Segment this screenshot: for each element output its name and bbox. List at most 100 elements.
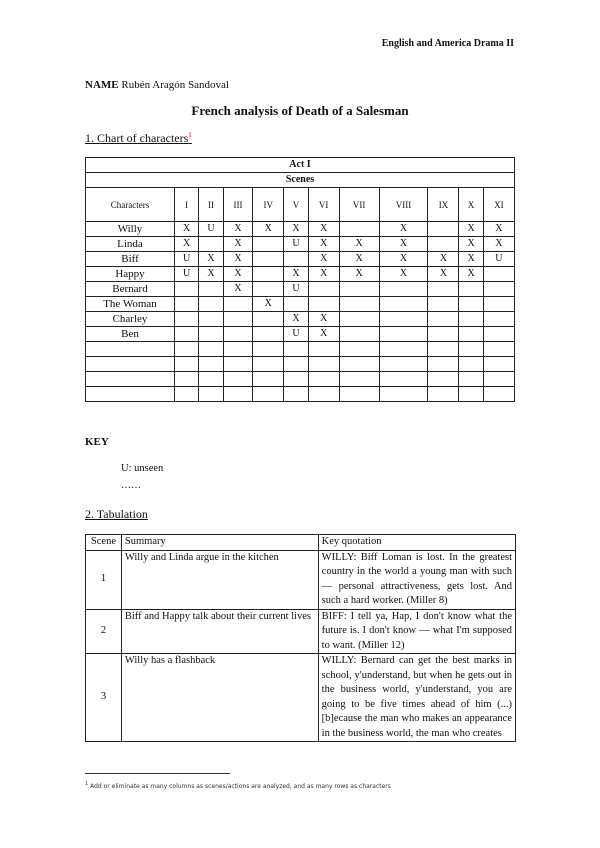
presence-cell <box>252 356 285 372</box>
presence-cell: X <box>252 296 285 312</box>
presence-cell: U <box>198 221 224 237</box>
scene-header: XI <box>482 187 516 222</box>
scene-summary: Biff and Happy talk about their current … <box>120 608 319 654</box>
scene-header: I <box>173 187 200 222</box>
presence-cell <box>482 341 516 357</box>
presence-cell <box>427 221 460 237</box>
table-row: 1 Willy and Linda argue in the kitchen W… <box>85 549 517 610</box>
presence-cell <box>198 311 224 327</box>
presence-cell <box>283 341 309 357</box>
scene-header: IV <box>252 187 285 222</box>
presence-cell: X <box>427 266 460 282</box>
presence-cell: U <box>482 251 516 267</box>
footnote-reference[interactable]: 1 <box>188 131 192 139</box>
presence-cell <box>173 281 200 297</box>
presence-cell: X <box>307 326 340 342</box>
presence-cell <box>198 281 224 297</box>
presence-cell <box>338 341 380 357</box>
presence-cell <box>198 371 224 387</box>
presence-cell: U <box>173 266 200 282</box>
presence-cell: X <box>307 311 340 327</box>
presence-cell <box>252 386 285 402</box>
character-row: The Woman X <box>85 296 516 312</box>
presence-cell <box>378 281 429 297</box>
presence-cell <box>458 281 484 297</box>
section-2-heading: 2. Tabulation <box>85 507 148 521</box>
scene-number: 2 <box>85 608 122 654</box>
presence-cell <box>482 266 516 282</box>
presence-cell: X <box>458 221 484 237</box>
character-name: Happy <box>85 266 175 282</box>
section-1-heading: 1. Chart of characters1 <box>85 131 192 146</box>
characters-header: Characters <box>85 187 175 222</box>
presence-cell: X <box>378 251 429 267</box>
presence-cell <box>458 341 484 357</box>
scene-header: X <box>458 187 484 222</box>
act-row: Act I <box>85 157 515 173</box>
section-1-heading-text: 1. Chart of characters <box>85 131 189 145</box>
presence-cell <box>198 296 224 312</box>
presence-cell <box>283 251 309 267</box>
presence-cell: X <box>222 281 254 297</box>
presence-cell <box>222 386 254 402</box>
presence-cell <box>173 326 200 342</box>
presence-cell <box>458 386 484 402</box>
scene-header: III <box>222 187 254 222</box>
key-item: …… <box>121 480 141 491</box>
presence-cell <box>378 296 429 312</box>
presence-cell: X <box>252 221 285 237</box>
presence-cell <box>458 296 484 312</box>
presence-cell <box>338 281 380 297</box>
character-row: Ben U X <box>85 326 516 342</box>
presence-cell <box>252 236 285 252</box>
scenes-row: Scenes <box>85 172 515 188</box>
presence-cell <box>252 371 285 387</box>
presence-cell <box>222 356 254 372</box>
scene-header: VIII <box>378 187 429 222</box>
scene-number: 1 <box>85 549 122 610</box>
presence-cell: U <box>283 326 309 342</box>
presence-cell: X <box>173 221 200 237</box>
name-value: Rubén Aragón Sandoval <box>121 79 229 91</box>
presence-cell <box>198 236 224 252</box>
presence-cell <box>427 311 460 327</box>
presence-cell <box>338 221 380 237</box>
presence-cell: X <box>482 221 516 237</box>
presence-cell: X <box>198 266 224 282</box>
presence-cell <box>307 341 340 357</box>
presence-cell: X <box>283 221 309 237</box>
tabulation-table: Scene Summary Key quotation 1 Willy and … <box>85 534 517 742</box>
scene-header: V <box>283 187 309 222</box>
character-name: Charley <box>85 311 175 327</box>
presence-cell <box>482 386 516 402</box>
presence-cell <box>283 356 309 372</box>
presence-cell <box>378 341 429 357</box>
presence-cell <box>482 356 516 372</box>
presence-cell <box>338 311 380 327</box>
presence-cell <box>307 371 340 387</box>
key-quotation: WILLY: Biff Loman is lost. In the greate… <box>317 549 517 610</box>
character-name <box>85 341 175 357</box>
presence-cell <box>427 356 460 372</box>
key-label: KEY <box>85 436 109 448</box>
presence-cell <box>283 386 309 402</box>
presence-cell: U <box>173 251 200 267</box>
presence-cell <box>173 311 200 327</box>
presence-cell: X <box>378 221 429 237</box>
table-row: 3 Willy has a flashback WILLY: Bernard c… <box>85 653 517 742</box>
presence-cell <box>222 311 254 327</box>
table-header-row: Scene Summary Key quotation <box>85 534 517 551</box>
presence-cell <box>252 326 285 342</box>
presence-cell <box>198 356 224 372</box>
presence-cell: X <box>338 266 380 282</box>
presence-cell <box>482 371 516 387</box>
presence-cell <box>427 371 460 387</box>
scene-header: II <box>198 187 224 222</box>
column-header-row: Characters I II III IV V VI VII VIII IX X XI <box>85 187 516 222</box>
presence-cell: X <box>338 251 380 267</box>
character-row: Linda X X U X X X X X <box>85 236 516 252</box>
name-label: NAME <box>85 79 119 91</box>
presence-cell <box>427 341 460 357</box>
header-summary: Summary <box>120 534 319 551</box>
